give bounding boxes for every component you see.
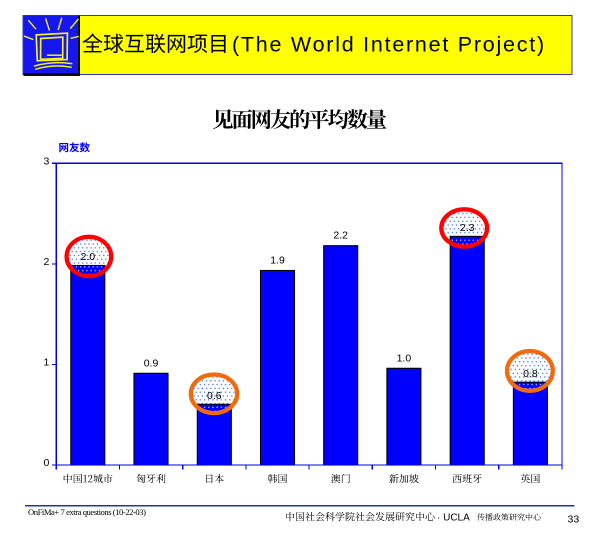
svg-text:0: 0 — [43, 457, 49, 469]
svg-text:33: 33 — [568, 513, 580, 525]
svg-text:0.8: 0.8 — [523, 368, 538, 380]
svg-text:· UCLA: · UCLA — [437, 512, 470, 523]
svg-text:0.6: 0.6 — [207, 390, 222, 402]
svg-text:2: 2 — [43, 256, 49, 268]
svg-text:1: 1 — [43, 357, 49, 369]
svg-text:1.0: 1.0 — [397, 352, 412, 364]
svg-text:2.0: 2.0 — [80, 251, 95, 263]
svg-text:2.3: 2.3 — [460, 222, 475, 234]
svg-text:2.2: 2.2 — [333, 230, 348, 242]
svg-text:(The World Internet Project): (The World Internet Project) — [232, 32, 546, 56]
svg-text:1.9: 1.9 — [270, 255, 285, 267]
svg-text:0.9: 0.9 — [144, 357, 159, 369]
svg-text:3: 3 — [43, 156, 49, 168]
svg-text:OnFiMa+ 7 extra questions (10-: OnFiMa+ 7 extra questions (10-22-03) — [28, 507, 146, 517]
